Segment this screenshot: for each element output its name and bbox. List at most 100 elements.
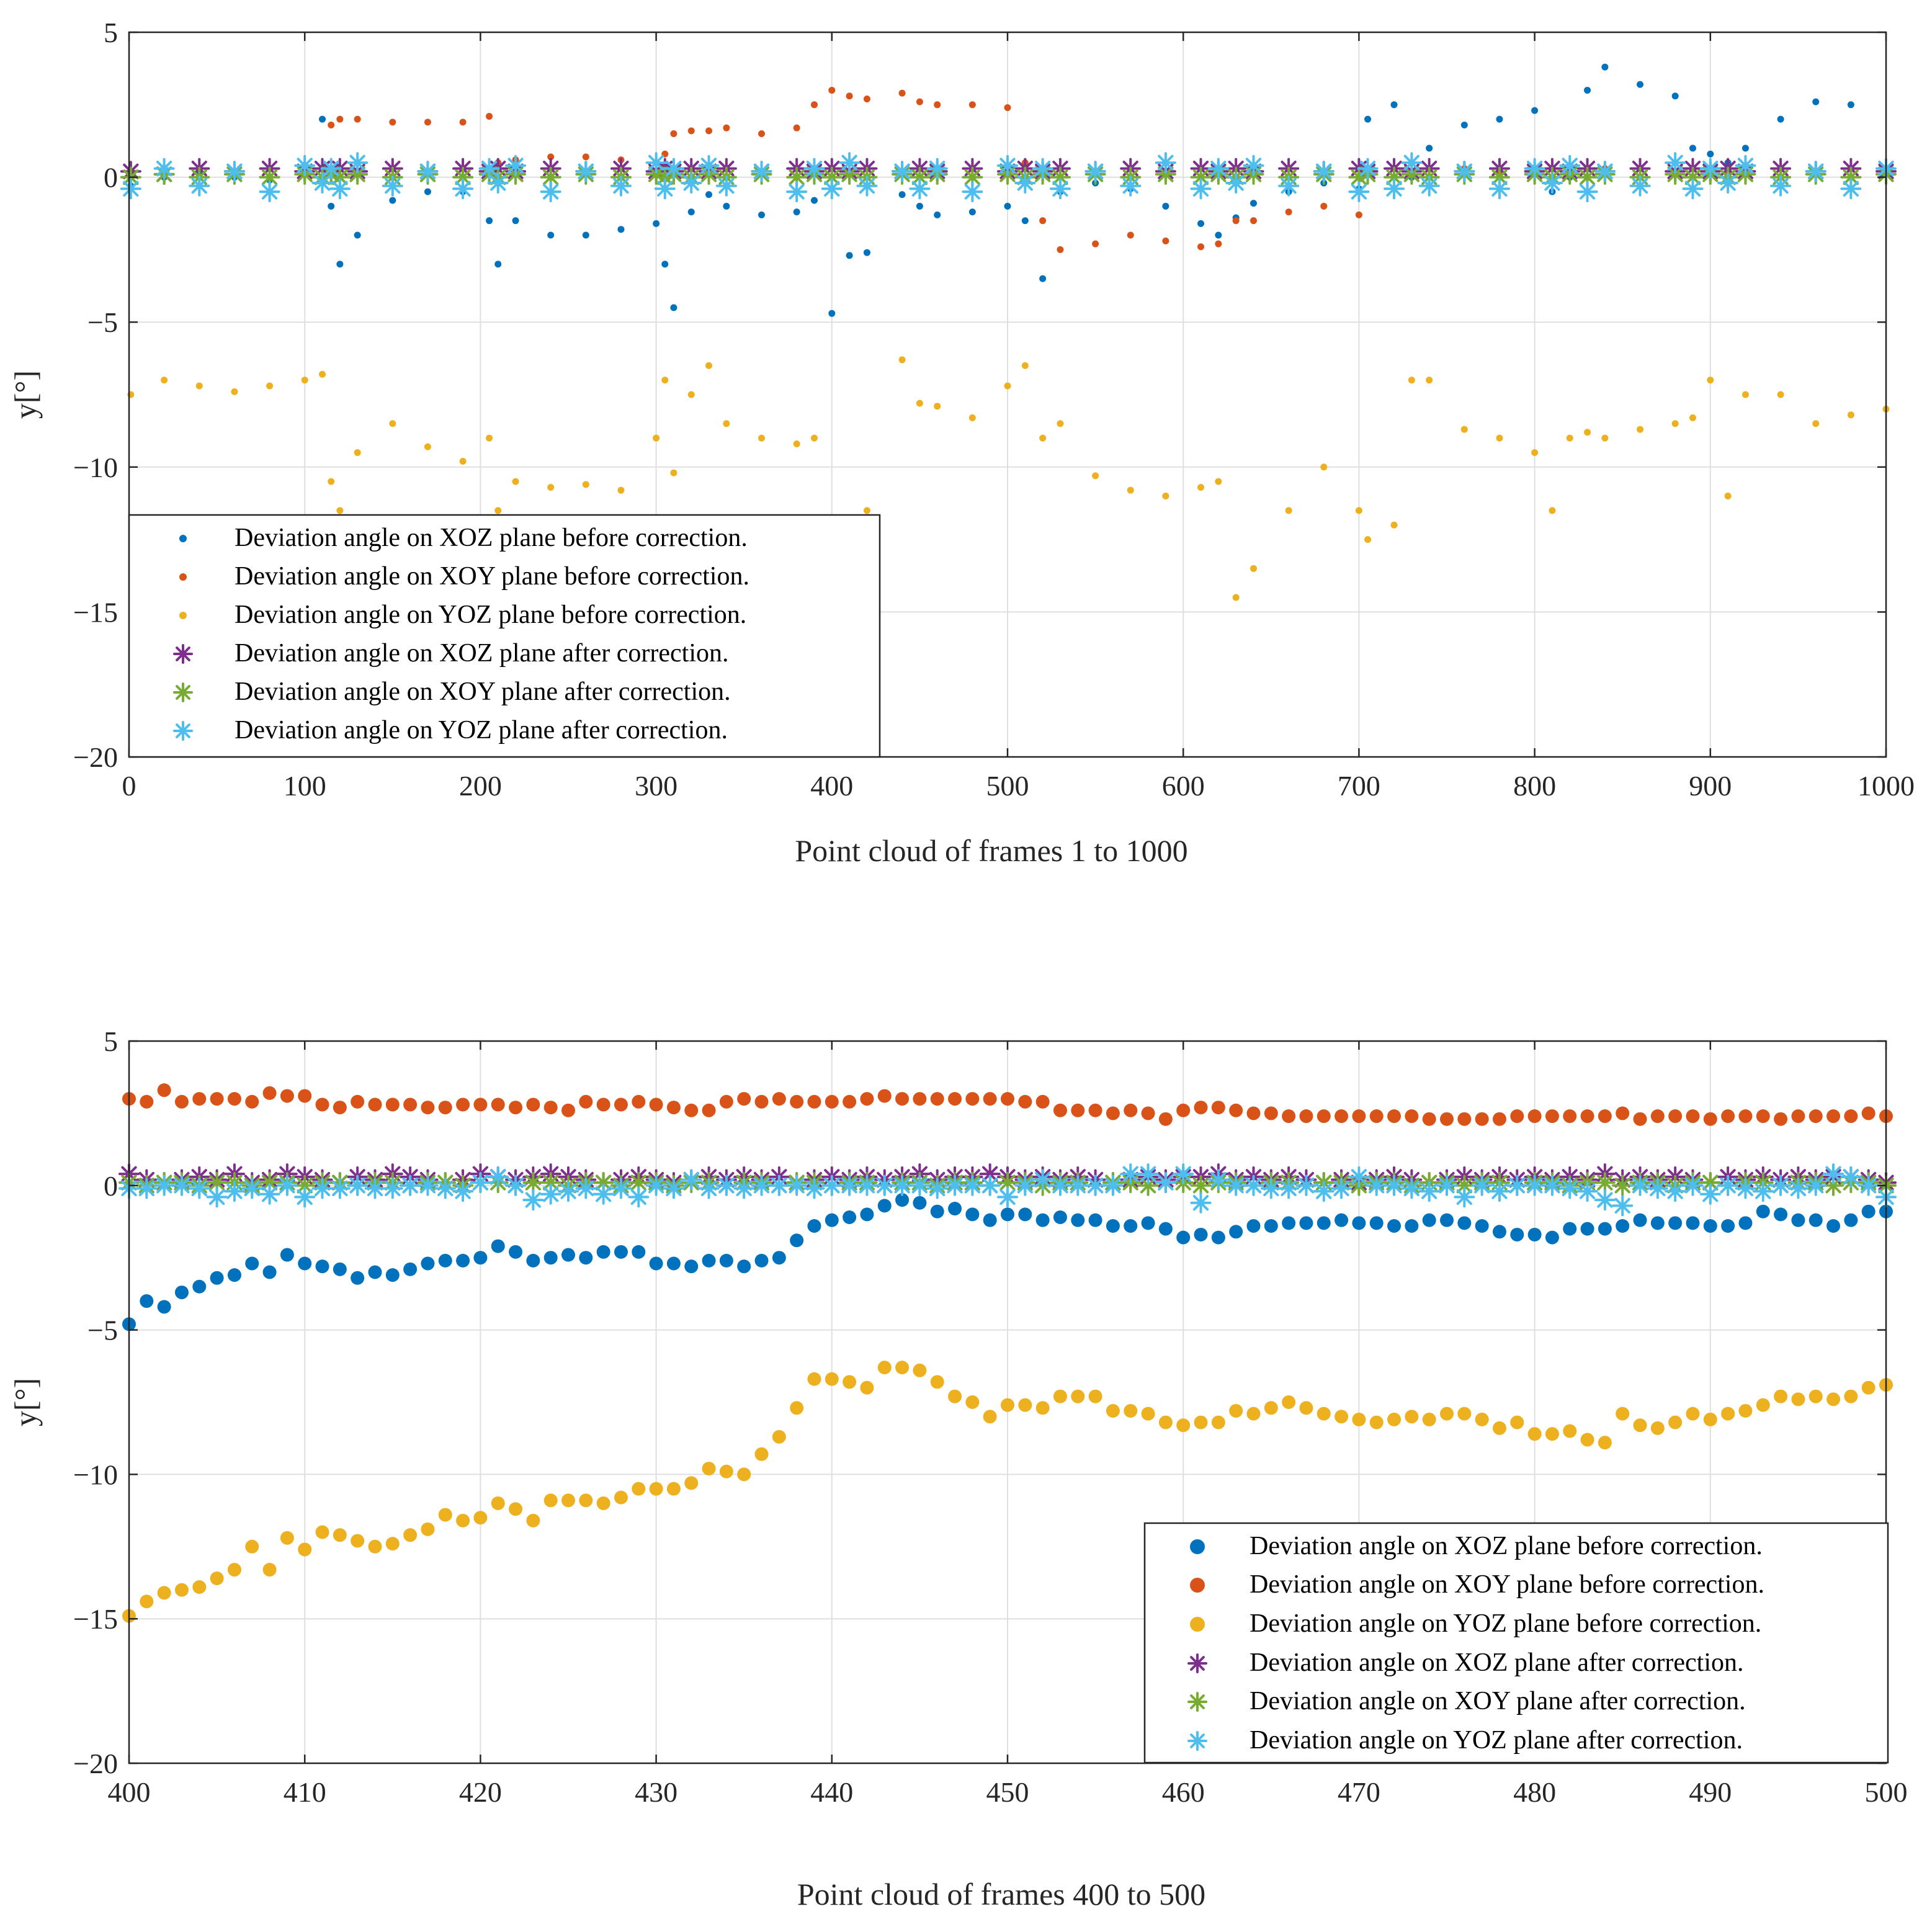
top-series-5-point <box>1699 158 1721 179</box>
bottom-series-5-point <box>944 1174 966 1196</box>
bottom-series-2-point <box>1229 1403 1243 1418</box>
top-series-5-point <box>417 161 439 182</box>
bottom-series-5-point <box>1260 1178 1282 1199</box>
bottom-series-4-point <box>522 1172 544 1194</box>
bottom-series-1-point <box>596 1098 610 1112</box>
bottom-series-0-point <box>1703 1219 1717 1233</box>
bottom-series-2-point <box>1492 1421 1506 1435</box>
bottom-series-0-point <box>245 1256 259 1271</box>
bottom-series-2-point <box>509 1502 523 1516</box>
bottom-series-2-point <box>351 1534 365 1548</box>
bottom-series-5-point <box>1594 1189 1616 1211</box>
bottom-series-1-point <box>1369 1109 1384 1124</box>
bottom-series-2-point <box>1598 1436 1612 1450</box>
top-series-1-point <box>863 95 870 102</box>
top-series-0-point <box>793 208 800 216</box>
bottom-series-0-point <box>1791 1213 1805 1227</box>
bottom-series-1-point <box>262 1086 277 1100</box>
bottom-series-2-point <box>790 1401 804 1415</box>
bottom-series-5-point <box>839 1174 861 1196</box>
bottom-series-0-point <box>280 1248 294 1262</box>
bottom-series-5-point <box>1699 1183 1721 1205</box>
bottom-series-1-point <box>1738 1109 1753 1124</box>
bottom-series-5-point <box>1348 1166 1370 1187</box>
top-series-5-point <box>540 181 561 202</box>
top-series-2-point <box>459 457 467 465</box>
top-series-2-point <box>670 469 677 476</box>
top-legend-label-2: Deviation angle on YOZ plane before corr… <box>235 601 746 629</box>
bottom-series-1-point <box>298 1089 312 1103</box>
top-series-5-point <box>1629 175 1651 197</box>
top-series-5-point <box>1770 175 1792 197</box>
top-series-0-point <box>1364 115 1372 123</box>
top-series-1-point <box>389 119 396 126</box>
bottom-series-1-point <box>1387 1109 1402 1124</box>
top-xtick-label: 400 <box>810 770 853 802</box>
top-series-4-point <box>1488 166 1510 188</box>
bottom-series-1-point <box>1018 1094 1032 1109</box>
top-series-0-point <box>1671 92 1679 100</box>
bottom-series-0-point <box>843 1210 857 1225</box>
bottom-series-0-point <box>561 1248 575 1262</box>
top-xtick-label: 200 <box>459 770 502 802</box>
bottom-series-0-point <box>456 1253 470 1268</box>
bottom-series-0-point <box>1387 1219 1402 1233</box>
top-series-0-point <box>687 208 695 216</box>
top-series-2-point <box>328 478 335 485</box>
bottom-series-1-point <box>315 1098 329 1112</box>
bottom-series-1-point <box>614 1098 628 1112</box>
top-series-2-point <box>1426 377 1433 384</box>
bottom-series-5-point <box>610 1178 632 1199</box>
top-series-2-point <box>1531 449 1539 456</box>
bottom-series-5-point <box>417 1174 439 1196</box>
bottom-series-2-point <box>245 1539 259 1554</box>
bottom-series-2-point <box>1053 1389 1067 1403</box>
top-xtick-label: 700 <box>1338 770 1380 802</box>
bottom-series-4-point <box>1612 1174 1634 1196</box>
top-series-2-point <box>161 377 168 384</box>
bottom-series-2-point <box>368 1539 382 1554</box>
bottom-series-2-point <box>1387 1412 1402 1426</box>
bottom-series-2-point <box>666 1482 681 1496</box>
top-series-5 <box>120 152 1897 202</box>
bottom-series-5-point <box>1173 1163 1194 1185</box>
bottom-series-2-point <box>1405 1410 1419 1424</box>
bottom-series-0-point <box>1598 1222 1612 1236</box>
bottom-series-5-point <box>962 1174 983 1196</box>
top-ytick-label: −10 <box>73 452 118 483</box>
top-series-0-point <box>1496 115 1503 123</box>
bottom-series-1-point <box>1422 1112 1436 1126</box>
bottom-series-1-point <box>737 1092 751 1106</box>
bottom-series-1-point <box>1211 1101 1225 1115</box>
bottom-series-5-point <box>1014 1174 1036 1196</box>
top-series-1-point <box>934 101 941 109</box>
bottom-series-1-point <box>1335 1109 1349 1124</box>
top-legend-marker-2 <box>179 612 187 619</box>
bottom-series-1-point <box>1809 1109 1823 1124</box>
bottom-legend-marker-5 <box>1187 1731 1207 1751</box>
bottom-series-5-point <box>856 1174 878 1196</box>
bottom-series-5-point <box>241 1178 263 1199</box>
bottom-series-0-point <box>1650 1216 1665 1230</box>
top-series-1-point <box>1355 211 1362 218</box>
bottom-series-5-point <box>1541 1174 1563 1196</box>
bottom-series-5-point <box>1506 1174 1528 1196</box>
top-series-4-point <box>1384 166 1405 188</box>
top-series-2-point <box>195 382 203 390</box>
bottom-series-1-point <box>1071 1103 1085 1117</box>
bottom-series-5-point <box>347 1174 369 1196</box>
top-series-2-point <box>1021 362 1029 369</box>
bottom-series-0-point <box>1774 1207 1788 1222</box>
top-legend-label-1: Deviation angle on XOY plane before corr… <box>235 562 749 591</box>
top-legend: Deviation angle on XOZ plane before corr… <box>128 514 881 758</box>
top-series-0-point <box>758 211 766 218</box>
bottom-series-2-point <box>702 1462 716 1476</box>
bottom-series-0-point <box>1211 1230 1225 1245</box>
top-series-0-point <box>1707 150 1714 158</box>
top-series-0-point <box>354 231 361 239</box>
bottom-series-5-point <box>153 1174 175 1196</box>
top-series-2-point <box>389 420 396 427</box>
bottom-series-2-point <box>1527 1427 1542 1441</box>
bottom-series-0-point <box>1176 1230 1191 1245</box>
